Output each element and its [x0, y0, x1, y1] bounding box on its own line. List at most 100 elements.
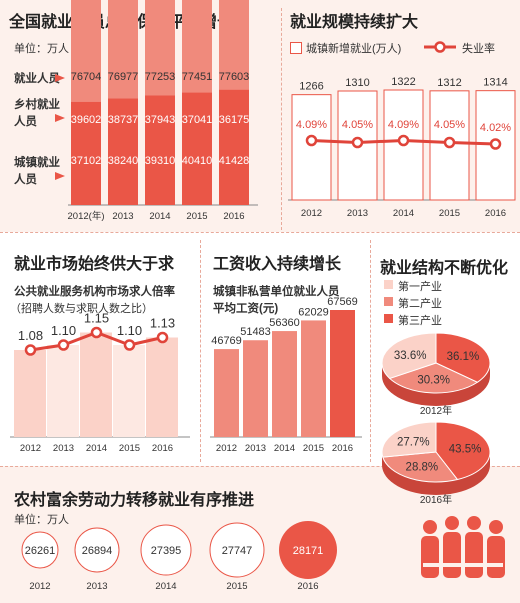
rural-label: 36175: [219, 114, 250, 126]
x-tick-label: 2014: [274, 443, 295, 454]
pie-slice-label: 43.5%: [449, 444, 482, 456]
divider: [281, 8, 282, 230]
legend-label-secondary: 第二产业: [398, 298, 442, 310]
ratio-point: [90, 326, 103, 339]
x-tick-label: 2016: [297, 581, 318, 592]
x-tick-label: 2012: [20, 443, 41, 454]
x-tick-label: 2012: [301, 208, 322, 219]
bar-wage: [243, 340, 268, 437]
x-tick-label: 2016: [485, 208, 506, 219]
divider: [0, 232, 520, 233]
panel3-chart: 2012 2013 2014 2015 2016 1.08 1.10 1.15 1.10 1.13: [10, 311, 190, 454]
bar-rural: [182, 0, 212, 93]
panel3-subtitle: 公共就业服务机构市场求人倍率: [14, 286, 175, 298]
pie-slice: [381, 332, 437, 380]
bar-urban: [108, 98, 138, 205]
x-tick-label: 2012: [29, 581, 50, 592]
pie-year-label: 2016年: [420, 493, 452, 506]
ratio-point: [57, 339, 70, 351]
bar-value-label: 1312: [437, 77, 461, 89]
bar-wage: [214, 349, 239, 437]
pie-slice: [388, 362, 479, 394]
unemployment-label: 4.05%: [434, 119, 465, 131]
x-tick-label: 2014: [86, 443, 107, 454]
x-tick-label: 2014: [149, 211, 170, 222]
bar-ratio: [47, 345, 79, 437]
rural-label: 38737: [108, 114, 139, 126]
x-tick-label: 2016: [332, 443, 353, 454]
pie-slice-label: 28.8%: [406, 462, 439, 474]
x-tick-label: 2015: [186, 211, 207, 222]
workers-icon: [421, 516, 505, 578]
x-tick-label: 2014: [155, 581, 176, 592]
bar-value-label: 1310: [345, 77, 369, 89]
bubble-label: 27747: [222, 545, 253, 557]
bar-value-label: 1314: [483, 77, 507, 89]
wage-label: 67569: [327, 296, 358, 308]
panel2-title: 就业规模持续扩大: [290, 14, 419, 31]
bar-ratio: [14, 350, 46, 437]
bubble-label: 28171: [293, 545, 324, 557]
wage-label: 56360: [269, 317, 300, 329]
pie-slice: [382, 451, 459, 483]
panel5-chart: 36.1% 30.3% 33.6% 2012年 43.5% 28.8% 27.7% 2016年: [381, 332, 491, 506]
unemployment-point: [305, 134, 318, 147]
bar-urban: [219, 89, 249, 205]
legend-swatch-primary: [384, 280, 393, 289]
legend-line-swatch: [424, 41, 456, 53]
bubble: [209, 522, 265, 578]
urban-label: 37102: [71, 155, 102, 167]
x-tick-label: 2015: [303, 443, 324, 454]
bar-rural: [145, 0, 175, 96]
bubble-label: 26261: [25, 545, 56, 557]
legend-label-primary: 第一产业: [398, 281, 442, 293]
x-tick-label: 2013: [86, 581, 107, 592]
panel1-chart: 76704 39602 37102 2012(年) 76977 38737 38240 201…: [55, 0, 258, 222]
x-tick-label: 2015: [439, 208, 460, 219]
urban-label: 40410: [182, 155, 213, 167]
legend-label-tertiary: 第三产业: [398, 315, 442, 327]
x-tick-label: 2014: [393, 208, 414, 219]
legend-swatch-tertiary: [384, 314, 393, 323]
ratio-label: 1.10: [117, 323, 142, 338]
x-tick-label: 2016: [152, 443, 173, 454]
unemployment-point: [351, 136, 364, 149]
panel3-title: 就业市场始终供大于求: [14, 256, 175, 273]
arrow-icon: [55, 172, 65, 180]
bar-ratio: [146, 337, 178, 437]
unemployment-point: [489, 138, 502, 150]
ratio-point: [123, 339, 136, 351]
ratio-point: [156, 331, 169, 344]
panel6-title: 农村富余劳动力转移就业有序推进: [14, 492, 255, 509]
x-tick-label: 2013: [112, 211, 133, 222]
panel1-row-label-urban: 城镇就业人员: [14, 157, 60, 186]
legend-swatch-secondary: [384, 297, 393, 306]
bubble: [21, 531, 59, 569]
divider: [0, 466, 520, 467]
total-label: 76704: [71, 71, 102, 83]
panel2-chart: 1266 2012 1310 2013 1322 2014 1312 2015 1314 2016…: [288, 76, 516, 219]
panel5-title: 就业结构不断优化: [380, 260, 509, 277]
legend-line-label: 失业率: [462, 43, 495, 55]
bar-urban: [145, 95, 175, 205]
pie-slice-label: 27.7%: [397, 436, 430, 448]
bubble: [74, 527, 120, 573]
ratio-label: 1.15: [84, 311, 109, 326]
bar-urban: [182, 92, 212, 205]
bar-ratio: [113, 345, 145, 437]
panel1-row-label-total: 就业人员: [14, 73, 60, 85]
bubble-label: 27395: [151, 545, 182, 557]
panel1-unit: 单位：万人: [14, 43, 69, 55]
unemployment-label: 4.02%: [480, 122, 511, 134]
panel6-unit: 单位：万人: [14, 514, 69, 526]
total-label: 77253: [145, 71, 176, 83]
bubble-label: 26894: [82, 545, 113, 557]
panel3-note: （招聘人数与求职人数之比）: [10, 303, 153, 315]
pie-slice-label: 33.6%: [394, 350, 427, 362]
bubble: [279, 521, 337, 579]
bar-wage: [330, 310, 355, 437]
x-tick-label: 2013: [347, 208, 368, 219]
urban-label: 41428: [219, 155, 250, 167]
unemployment-label: 4.09%: [388, 119, 419, 131]
